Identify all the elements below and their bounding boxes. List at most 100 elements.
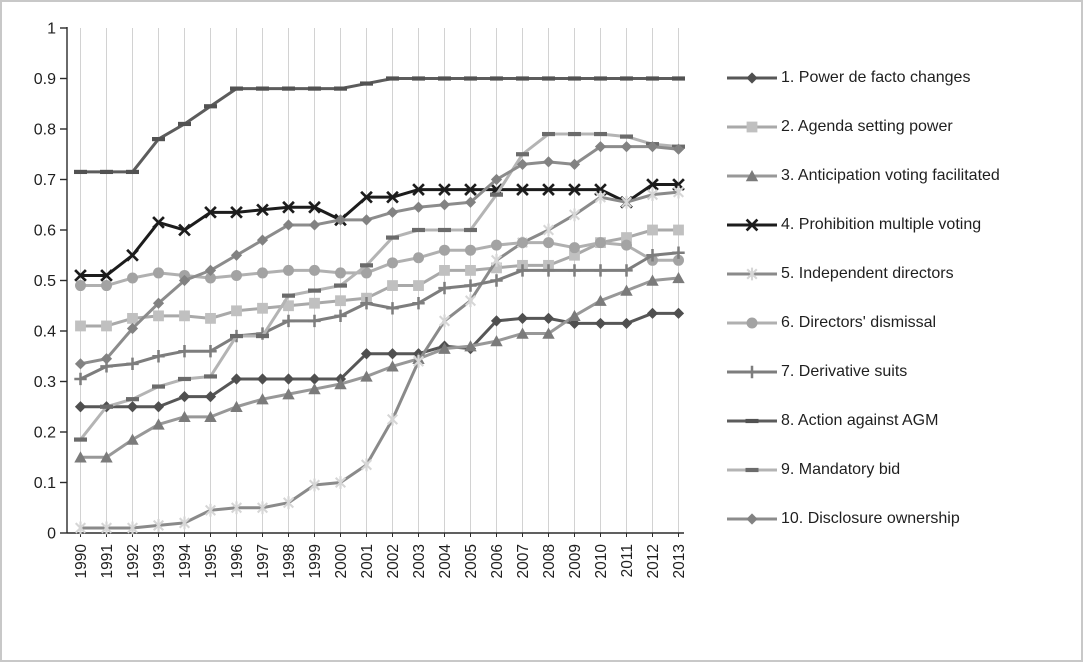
plus-marker — [568, 264, 581, 277]
circle-marker — [231, 269, 242, 281]
dash-marker — [178, 121, 191, 127]
diamond-marker — [386, 206, 399, 218]
circle-marker — [746, 317, 758, 329]
diamond-marker — [620, 141, 633, 153]
series-line — [79, 132, 680, 442]
circle-marker — [309, 264, 320, 276]
dash-marker — [100, 169, 113, 175]
y-tick-label: 0.8 — [34, 122, 56, 139]
x-marker — [308, 200, 321, 214]
legend-label: 1. Power de facto changes — [781, 69, 971, 86]
diamond-marker — [204, 264, 217, 276]
square-marker — [387, 280, 398, 291]
plus-marker — [620, 264, 633, 277]
legend-label: 9. Mandatory bid — [781, 461, 901, 478]
diamond-marker — [746, 72, 758, 84]
circle-marker — [335, 267, 346, 279]
circle-marker — [75, 280, 86, 292]
asterisk-marker — [594, 190, 607, 204]
legend-label: 7. Derivative suits — [781, 363, 908, 380]
legend-item: 5. Independent directors — [725, 264, 954, 284]
diamond-marker — [464, 196, 477, 208]
triangle-marker — [204, 410, 217, 423]
dash-marker — [516, 76, 529, 81]
square-marker — [153, 310, 164, 322]
diamond-marker — [360, 348, 373, 360]
x-tick-label: 1992 — [125, 544, 142, 578]
legend-series-icon — [727, 513, 777, 525]
diamond-marker — [620, 317, 633, 330]
legend-series-icon — [727, 365, 777, 379]
diamond-marker — [178, 274, 191, 287]
triangle-marker — [646, 274, 659, 286]
dash-marker — [74, 437, 87, 442]
legend-item: 4. Prohibition multiple voting — [725, 215, 981, 235]
dash-marker — [438, 227, 451, 233]
triangle-marker — [490, 335, 503, 347]
square-marker — [127, 312, 138, 324]
asterisk-marker — [542, 223, 555, 237]
series-5 — [74, 185, 685, 535]
x-marker — [100, 269, 113, 282]
y-tick-label: 0.6 — [34, 223, 56, 240]
square-marker — [101, 320, 112, 332]
asterisk-marker — [152, 519, 165, 532]
x-marker — [204, 205, 217, 219]
diamond-marker — [672, 307, 685, 319]
circle-marker — [361, 267, 372, 279]
x-tick-label: 2004 — [437, 544, 454, 579]
series-10 — [74, 141, 685, 370]
circle-marker — [543, 237, 554, 249]
dash-marker — [178, 376, 191, 382]
plus-marker — [152, 350, 165, 363]
asterisk-marker — [386, 412, 399, 426]
x-tick-label: 2003 — [411, 544, 428, 578]
asterisk-marker — [230, 501, 243, 515]
triangle-marker — [152, 418, 165, 430]
dash-marker — [464, 76, 477, 81]
plus-marker — [386, 302, 399, 315]
series-2 — [75, 224, 684, 332]
diamond-marker — [386, 348, 399, 360]
triangle-marker — [568, 309, 581, 322]
plus-marker — [542, 264, 555, 277]
x-tick-label: 2006 — [489, 544, 506, 578]
x-tick-label: 1997 — [255, 544, 272, 578]
circle-marker — [491, 239, 502, 251]
y-tick-label: 0.7 — [34, 172, 56, 189]
circle-marker — [413, 252, 424, 264]
x-marker — [282, 200, 295, 214]
y-tick-label: 0.9 — [34, 71, 56, 88]
triangle-marker — [386, 360, 399, 372]
asterisk-marker — [282, 496, 295, 510]
x-marker — [646, 178, 659, 191]
asterisk-marker — [746, 267, 758, 281]
triangle-marker — [745, 170, 759, 182]
diamond-marker — [230, 373, 243, 385]
dash-marker — [620, 76, 633, 81]
plus-marker — [360, 297, 373, 310]
plus-marker — [204, 345, 217, 358]
circle-marker — [127, 272, 138, 284]
dash-marker — [542, 131, 555, 137]
legend-item: 9. Mandatory bid — [725, 460, 900, 480]
diamond-marker — [126, 401, 139, 413]
legend-item: 2. Agenda setting power — [725, 117, 953, 137]
dash-marker — [386, 76, 399, 81]
legend-item: 1. Power de facto changes — [725, 68, 970, 88]
asterisk-marker — [360, 458, 373, 472]
plus-marker — [412, 297, 425, 310]
x-tick-label: 1999 — [307, 544, 324, 578]
diamond-marker — [594, 141, 607, 153]
circle-marker — [153, 267, 164, 279]
y-tick-label: 0.1 — [34, 475, 56, 492]
asterisk-marker — [204, 503, 217, 517]
legend-label: 10. Disclosure ownership — [781, 510, 960, 527]
diamond-marker — [516, 312, 529, 324]
circle-marker — [517, 237, 528, 249]
series-line — [79, 276, 680, 459]
legend-series-icon — [727, 467, 777, 473]
diamond-marker — [126, 322, 139, 335]
diamond-marker — [100, 353, 113, 365]
